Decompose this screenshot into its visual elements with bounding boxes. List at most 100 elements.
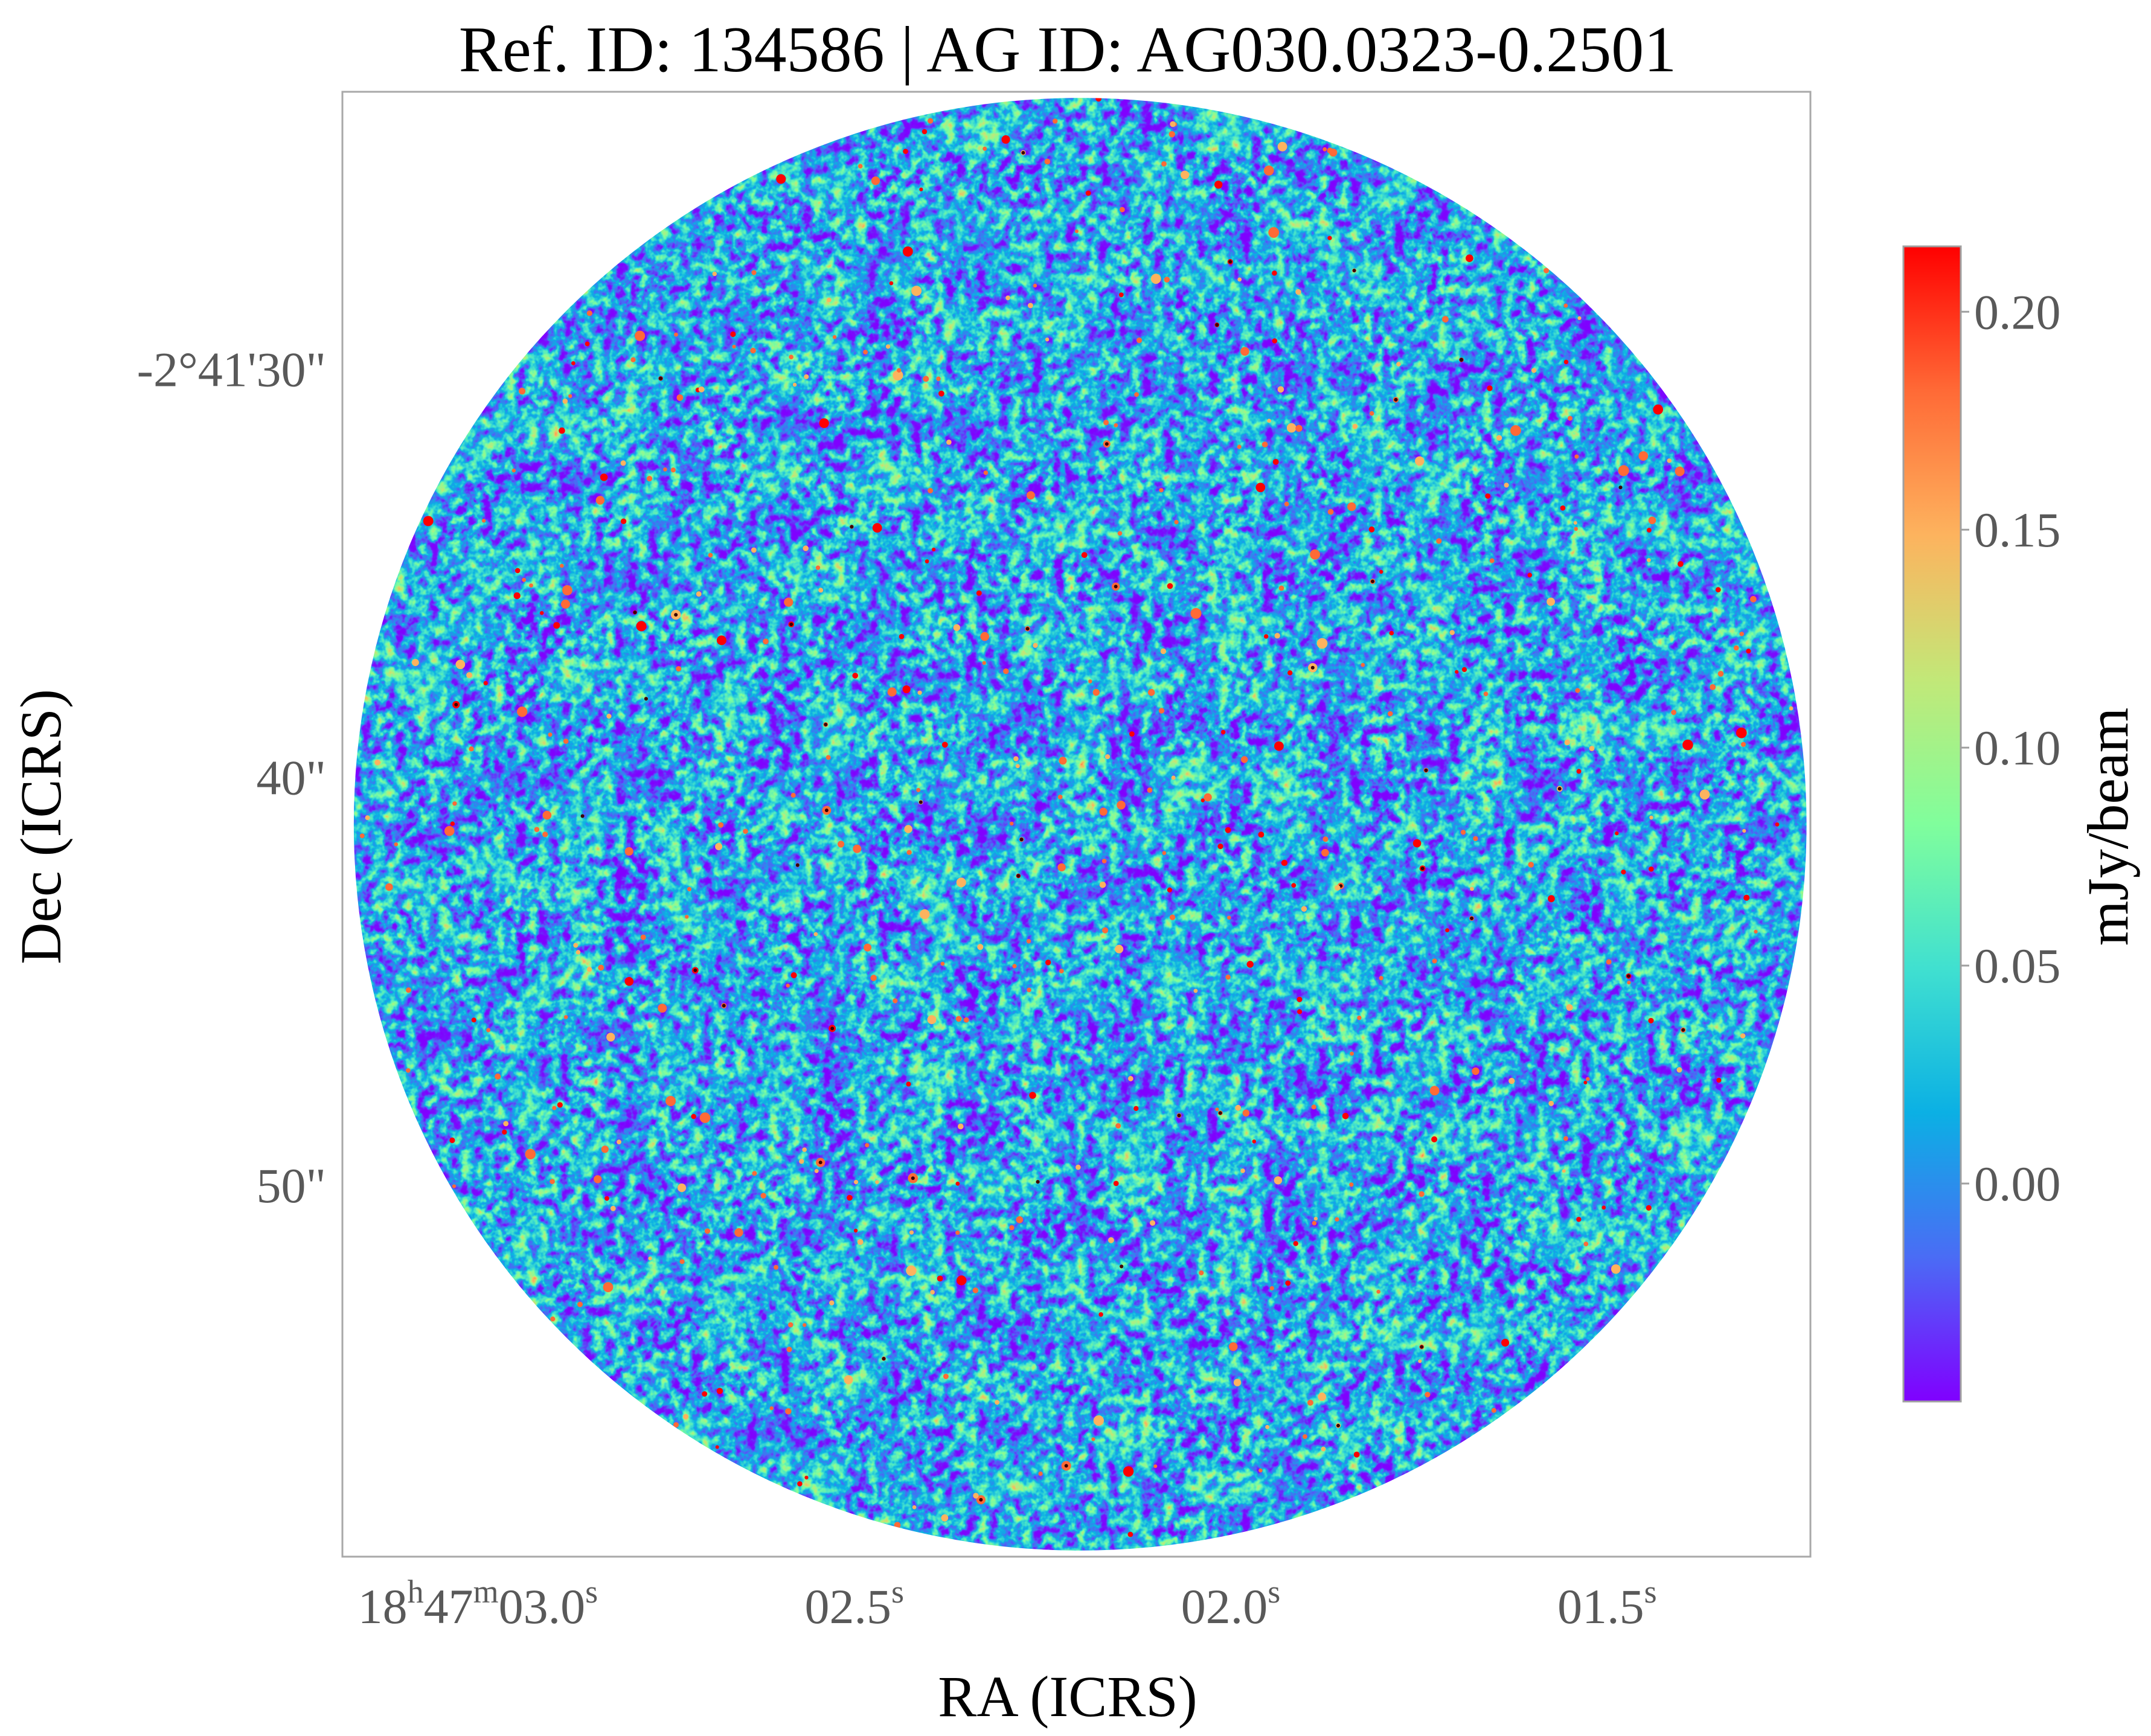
bright-pixel [936, 376, 941, 381]
bright-pixel-core [1218, 1111, 1222, 1115]
bright-pixel [1699, 789, 1710, 800]
bright-pixel [1461, 667, 1467, 672]
bright-pixel [1284, 501, 1289, 507]
bright-pixel [889, 281, 894, 286]
bright-pixel [1429, 1086, 1440, 1096]
bright-pixel [563, 738, 569, 744]
bright-pixel [1544, 267, 1550, 274]
bright-pixel [906, 850, 912, 855]
bright-pixel [712, 271, 717, 277]
bright-pixel [1563, 359, 1569, 365]
bright-pixel [1167, 887, 1172, 892]
bright-pixel [750, 347, 756, 354]
bright-pixel [502, 1129, 507, 1135]
bright-pixel [1028, 303, 1033, 309]
bright-pixel [1487, 385, 1493, 391]
bright-pixel-core [1626, 974, 1630, 978]
intensity-noise [353, 98, 1807, 1551]
bright-pixel [1510, 425, 1521, 436]
bright-pixel [1160, 648, 1167, 655]
bright-pixel [1301, 906, 1307, 912]
bright-pixel [1199, 1270, 1204, 1276]
bright-pixel [699, 1112, 711, 1123]
bright-pixel [925, 559, 929, 563]
bright-pixel [904, 825, 912, 833]
bright-pixel [550, 1179, 555, 1184]
bright-pixel-core [722, 1004, 726, 1008]
bright-pixel [838, 841, 845, 848]
bright-pixel [679, 1259, 685, 1264]
bright-pixels [359, 98, 1794, 1537]
bright-pixel [469, 746, 474, 752]
bright-pixel [1169, 914, 1176, 920]
bright-pixel [540, 611, 544, 615]
bright-pixel-core [1215, 323, 1219, 327]
bright-pixel-core [1064, 1464, 1068, 1468]
bright-pixel [928, 118, 934, 124]
bright-pixel [598, 964, 604, 971]
bright-pixel [1576, 769, 1582, 774]
bright-pixel [1621, 870, 1626, 875]
bright-pixel-core [1420, 866, 1425, 871]
bright-pixel-core [882, 1357, 886, 1361]
bright-pixel [956, 877, 966, 888]
bright-pixel [517, 706, 528, 717]
bright-pixel [1431, 1136, 1438, 1142]
bright-pixel [903, 149, 908, 154]
bright-pixel [1574, 454, 1579, 459]
bright-pixel [885, 344, 891, 349]
colorbar-tick-label: 0.05 [1974, 938, 2061, 993]
bright-pixel [1237, 444, 1242, 449]
bright-pixel-core [911, 1176, 915, 1180]
bright-pixel [1190, 607, 1202, 619]
bright-pixel [1059, 969, 1064, 973]
bright-pixel-core [1371, 579, 1374, 583]
bright-pixel-core [1114, 585, 1118, 589]
bright-pixel [1258, 1468, 1263, 1473]
bright-pixel [1648, 1017, 1654, 1023]
bright-pixel [1045, 338, 1050, 342]
bright-pixel [743, 828, 748, 834]
bright-pixel [562, 585, 572, 595]
bright-pixel [698, 386, 705, 392]
bright-pixel [790, 972, 797, 979]
bright-pixel [955, 1016, 962, 1022]
bright-pixel [1547, 597, 1556, 606]
bright-pixel [1075, 229, 1079, 233]
bright-pixel [1615, 831, 1619, 836]
bright-pixel [897, 368, 902, 373]
bright-pixel [1577, 316, 1582, 321]
bright-pixel [906, 1081, 911, 1087]
bright-pixel [1268, 227, 1280, 238]
bright-pixel [374, 759, 381, 766]
bright-pixel [1496, 435, 1502, 441]
bright-pixel [751, 547, 757, 553]
bright-pixel [1606, 959, 1612, 965]
bright-pixel [595, 496, 605, 505]
bright-pixel [732, 345, 736, 349]
bright-pixel [586, 967, 592, 972]
bright-pixel [1316, 638, 1328, 649]
bright-pixel [1221, 729, 1226, 735]
bright-pixel [1252, 1139, 1257, 1144]
bright-pixel [1575, 688, 1580, 693]
bright-pixel [1527, 572, 1533, 578]
bright-pixel [1678, 561, 1684, 567]
bright-pixel-core [789, 623, 793, 626]
bright-pixel [1010, 821, 1014, 826]
bright-pixel [1295, 424, 1303, 432]
bright-pixel [752, 1171, 757, 1176]
y-tick-label: 50" [257, 1158, 326, 1213]
bright-pixel [1227, 915, 1231, 920]
bright-pixel [571, 361, 575, 365]
bright-pixel [1242, 1109, 1250, 1117]
bright-pixel [920, 909, 930, 920]
bright-pixel [786, 984, 790, 988]
bright-pixel [630, 357, 636, 362]
bright-pixel [1376, 1289, 1380, 1294]
bright-pixel [624, 977, 634, 986]
bright-pixel [825, 755, 831, 760]
colorbar [1902, 245, 1962, 1403]
bright-pixel [973, 1493, 979, 1499]
bright-pixel [1560, 505, 1566, 511]
